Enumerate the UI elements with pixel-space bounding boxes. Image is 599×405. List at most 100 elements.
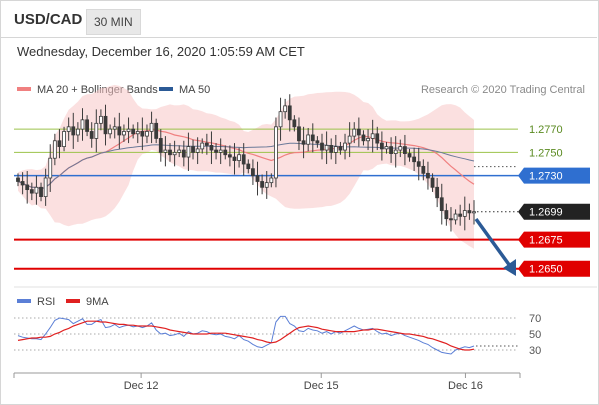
candle [108, 128, 113, 135]
candle [297, 126, 301, 142]
candle [255, 175, 260, 182]
timestamp: Wednesday, December 16, 2020 1:05:59 AM … [17, 44, 305, 59]
candle [472, 211, 476, 214]
candle [407, 153, 412, 158]
level-label-1.2650: 1.2650 [529, 264, 563, 276]
level-label-1.2699: 1.2699 [529, 207, 563, 219]
candle [398, 146, 403, 151]
candle [52, 140, 57, 159]
bollinger-band [18, 84, 474, 249]
candle [306, 134, 311, 145]
rsi-line [17, 315, 475, 355]
level-label-1.2750: 1.2750 [529, 147, 563, 159]
candle [403, 146, 407, 154]
level-tag-1.2730 [518, 167, 590, 184]
candle [195, 148, 200, 153]
ma50-line [17, 142, 475, 190]
candle [389, 146, 393, 154]
candle [251, 168, 255, 177]
rsi-legend-swatch [17, 299, 31, 303]
x-axis-layer: Dec 12 Dec 15 Dec 16 [13, 373, 521, 392]
candle [426, 172, 430, 179]
candle [168, 149, 172, 156]
symbol-title: USD/CAD [14, 11, 83, 28]
level-label-1.2770: 1.2770 [529, 124, 563, 136]
candle [149, 122, 154, 132]
candle [356, 128, 361, 136]
candle [458, 213, 463, 217]
candle [315, 140, 320, 144]
candle [89, 131, 94, 139]
candle [66, 126, 71, 132]
rsi-tick-50: 50 [529, 329, 541, 341]
candle [333, 146, 338, 153]
candle [48, 157, 53, 179]
candle [20, 181, 25, 186]
candle [338, 146, 343, 151]
rsi-layer: 70 50 30 [14, 313, 541, 357]
candle [324, 145, 329, 151]
candle [292, 119, 297, 128]
candle [163, 149, 168, 153]
level-label-1.2730: 1.2730 [529, 171, 563, 183]
level-label-1.2675: 1.2675 [529, 235, 563, 247]
candle [71, 126, 76, 136]
candle [449, 218, 453, 221]
forecast-arrow [474, 217, 516, 276]
candle [260, 181, 265, 188]
level-lines-layer: 1.2770 1.2750 1.2730 1.2699 1.2675 1.2650 [14, 124, 590, 277]
candle [126, 128, 131, 132]
candle [209, 145, 214, 151]
candle [227, 154, 232, 158]
candle [329, 145, 334, 153]
candle [269, 177, 274, 184]
candle [140, 131, 145, 137]
candle [264, 182, 269, 188]
candle [361, 134, 366, 142]
candle [421, 165, 426, 174]
candle [370, 133, 375, 139]
credit-label: Research © 2020 Trading Central [421, 84, 585, 96]
candle [366, 138, 370, 142]
rsi-ma-line [17, 320, 475, 351]
candle [57, 140, 62, 147]
candle [112, 126, 117, 130]
level-tag-1.2699 [518, 203, 590, 220]
candle [246, 163, 251, 170]
ma20-legend-swatch [17, 87, 31, 91]
candle [204, 142, 209, 146]
candle [274, 126, 278, 179]
level-tag-1.2675 [518, 231, 590, 248]
candle [223, 149, 228, 156]
candle [287, 105, 292, 121]
candles-layer [16, 94, 476, 232]
candle [75, 128, 80, 136]
timeframe-button[interactable]: 30 MIN [86, 9, 141, 35]
candle [218, 149, 223, 153]
candle [181, 149, 186, 158]
candle [301, 140, 306, 145]
candle [310, 134, 315, 142]
candle [379, 142, 384, 150]
candle [103, 115, 108, 135]
candle [237, 154, 241, 161]
candle [232, 156, 237, 161]
candle [384, 146, 389, 150]
candle [462, 210, 467, 217]
candle [412, 156, 417, 163]
x-tick-label-dec16: Dec 16 [448, 380, 483, 392]
candle [135, 131, 140, 135]
level-tag-1.2650 [518, 260, 590, 277]
candle [444, 210, 449, 220]
candle [283, 105, 288, 113]
candle [145, 131, 149, 137]
candle [186, 146, 191, 158]
candle [39, 186, 43, 198]
candle [375, 133, 380, 144]
candle [80, 119, 85, 130]
chart-header: USD/CAD 30 MIN [0, 0, 597, 38]
rsi-legend-label: RSI [37, 296, 55, 308]
candle [278, 111, 283, 128]
candle [29, 189, 34, 194]
